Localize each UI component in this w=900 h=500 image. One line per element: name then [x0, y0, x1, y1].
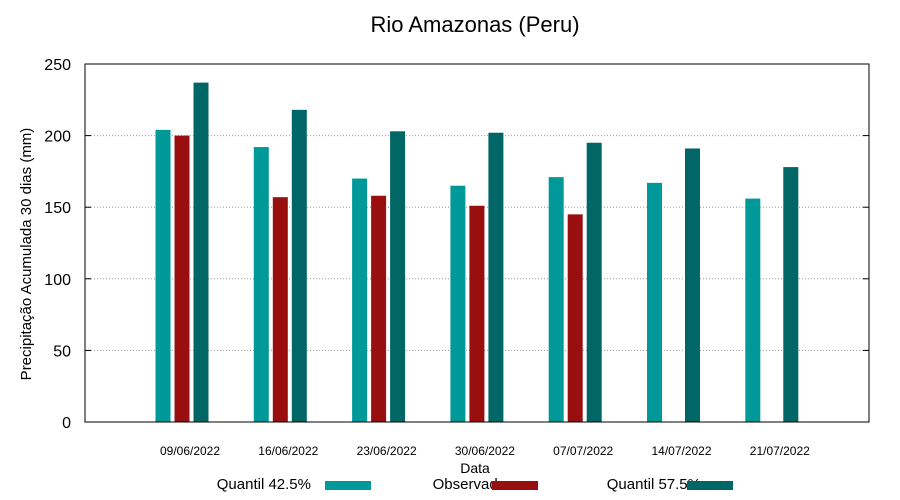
y-axis-ticks: 0 50 100 150 200 250: [44, 57, 869, 432]
y-axis-label: Precipitação Acumulada 30 dias (mm): [18, 128, 35, 381]
bar: [745, 198, 761, 422]
bar: [174, 135, 190, 422]
bar: [371, 195, 387, 422]
bar: [567, 214, 583, 422]
x-tick-label: 14/07/2022: [651, 444, 711, 458]
bar: [390, 131, 406, 422]
legend-swatch: [492, 481, 538, 490]
bar: [586, 142, 602, 422]
y-tick-label: 250: [44, 57, 71, 74]
bar: [783, 167, 799, 422]
x-tick-label: 07/07/2022: [553, 444, 613, 458]
y-tick-label: 100: [44, 272, 71, 289]
legend: Quantil 42.5% Observado Quantil 57.5%: [217, 476, 733, 493]
bar: [685, 148, 700, 422]
legend-label: Observado: [433, 476, 506, 493]
bar: [352, 178, 368, 422]
legend-swatch: [687, 481, 733, 490]
legend-swatch: [325, 481, 371, 490]
x-tick-label: 23/06/2022: [357, 444, 417, 458]
plot-frame: [84, 63, 870, 423]
bar: [548, 177, 564, 422]
x-tick-label: 30/06/2022: [455, 444, 515, 458]
legend-label: Quantil 57.5%: [607, 476, 701, 493]
legend-label: Quantil 42.5%: [217, 476, 311, 493]
bar: [647, 182, 662, 422]
y-tick-label: 0: [62, 415, 71, 432]
bar: [450, 185, 466, 422]
chart-title: Rio Amazonas (Peru): [370, 12, 579, 37]
bar: [488, 132, 504, 422]
bar: [291, 109, 307, 422]
x-tick-label: 09/06/2022: [160, 444, 220, 458]
x-tick-label: 16/06/2022: [258, 444, 318, 458]
bar: [469, 205, 485, 422]
x-axis-ticks: 09/06/2022 16/06/2022 23/06/2022 30/06/2022…: [160, 444, 810, 458]
bar: [155, 129, 171, 422]
x-tick-label: 21/07/2022: [750, 444, 810, 458]
bars: [155, 82, 799, 422]
bar: [272, 197, 288, 422]
y-tick-label: 150: [44, 200, 71, 217]
bar: [253, 147, 269, 422]
x-axis-label: Data: [460, 460, 490, 476]
bar: [193, 82, 209, 422]
y-tick-label: 200: [44, 129, 71, 146]
y-tick-label: 50: [53, 343, 71, 360]
